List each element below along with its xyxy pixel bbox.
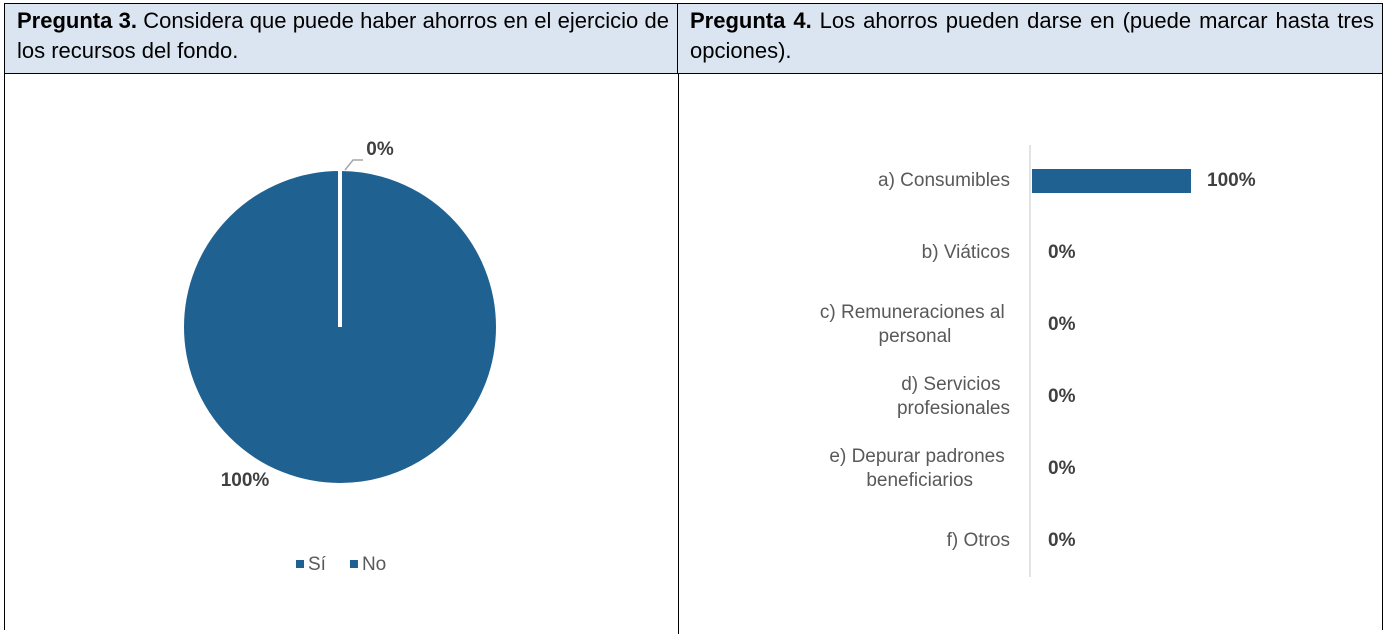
header-cell: Pregunta 4. Los ahorros pueden darse en … [678,4,1382,74]
data-label: 0% [1048,530,1076,551]
cell-divider [678,74,679,634]
data-label: 0% [1048,458,1076,479]
legend-label: Sí [308,554,327,575]
category-label: d) Servicios profesionales [897,374,1010,419]
question-text: Los ahorros pueden darse en (puede marca… [690,8,1374,63]
data-label: 100% [1207,170,1256,191]
category-label: b) Viáticos [922,242,1010,263]
question-label: Pregunta 4. [690,8,812,33]
data-label: 100% [221,470,270,491]
data-label: 0% [1048,314,1076,335]
legend-swatch [349,560,358,568]
data-label: 0% [1048,242,1076,263]
category-label: c) Remuneraciones al personal [820,302,1010,347]
legend-swatch [296,560,304,568]
table: Pregunta 3. Considera que puede haber ah… [4,3,1383,634]
question-label: Pregunta 3. [17,8,137,33]
category-label: a) Consumibles [878,170,1010,191]
question-text: Considera que puede haber ahorros en el … [17,8,669,63]
leader-line [344,159,363,171]
data-label: 0% [1048,386,1076,407]
legend-label: No [362,554,386,575]
bar [1032,169,1191,193]
data-label: 0% [366,139,394,160]
category-label: f) Otros [947,530,1010,551]
header-cell: Pregunta 3. Considera que puede haber ah… [5,4,678,74]
category-label: e) Depurar padrones beneficiarios [829,446,1010,491]
